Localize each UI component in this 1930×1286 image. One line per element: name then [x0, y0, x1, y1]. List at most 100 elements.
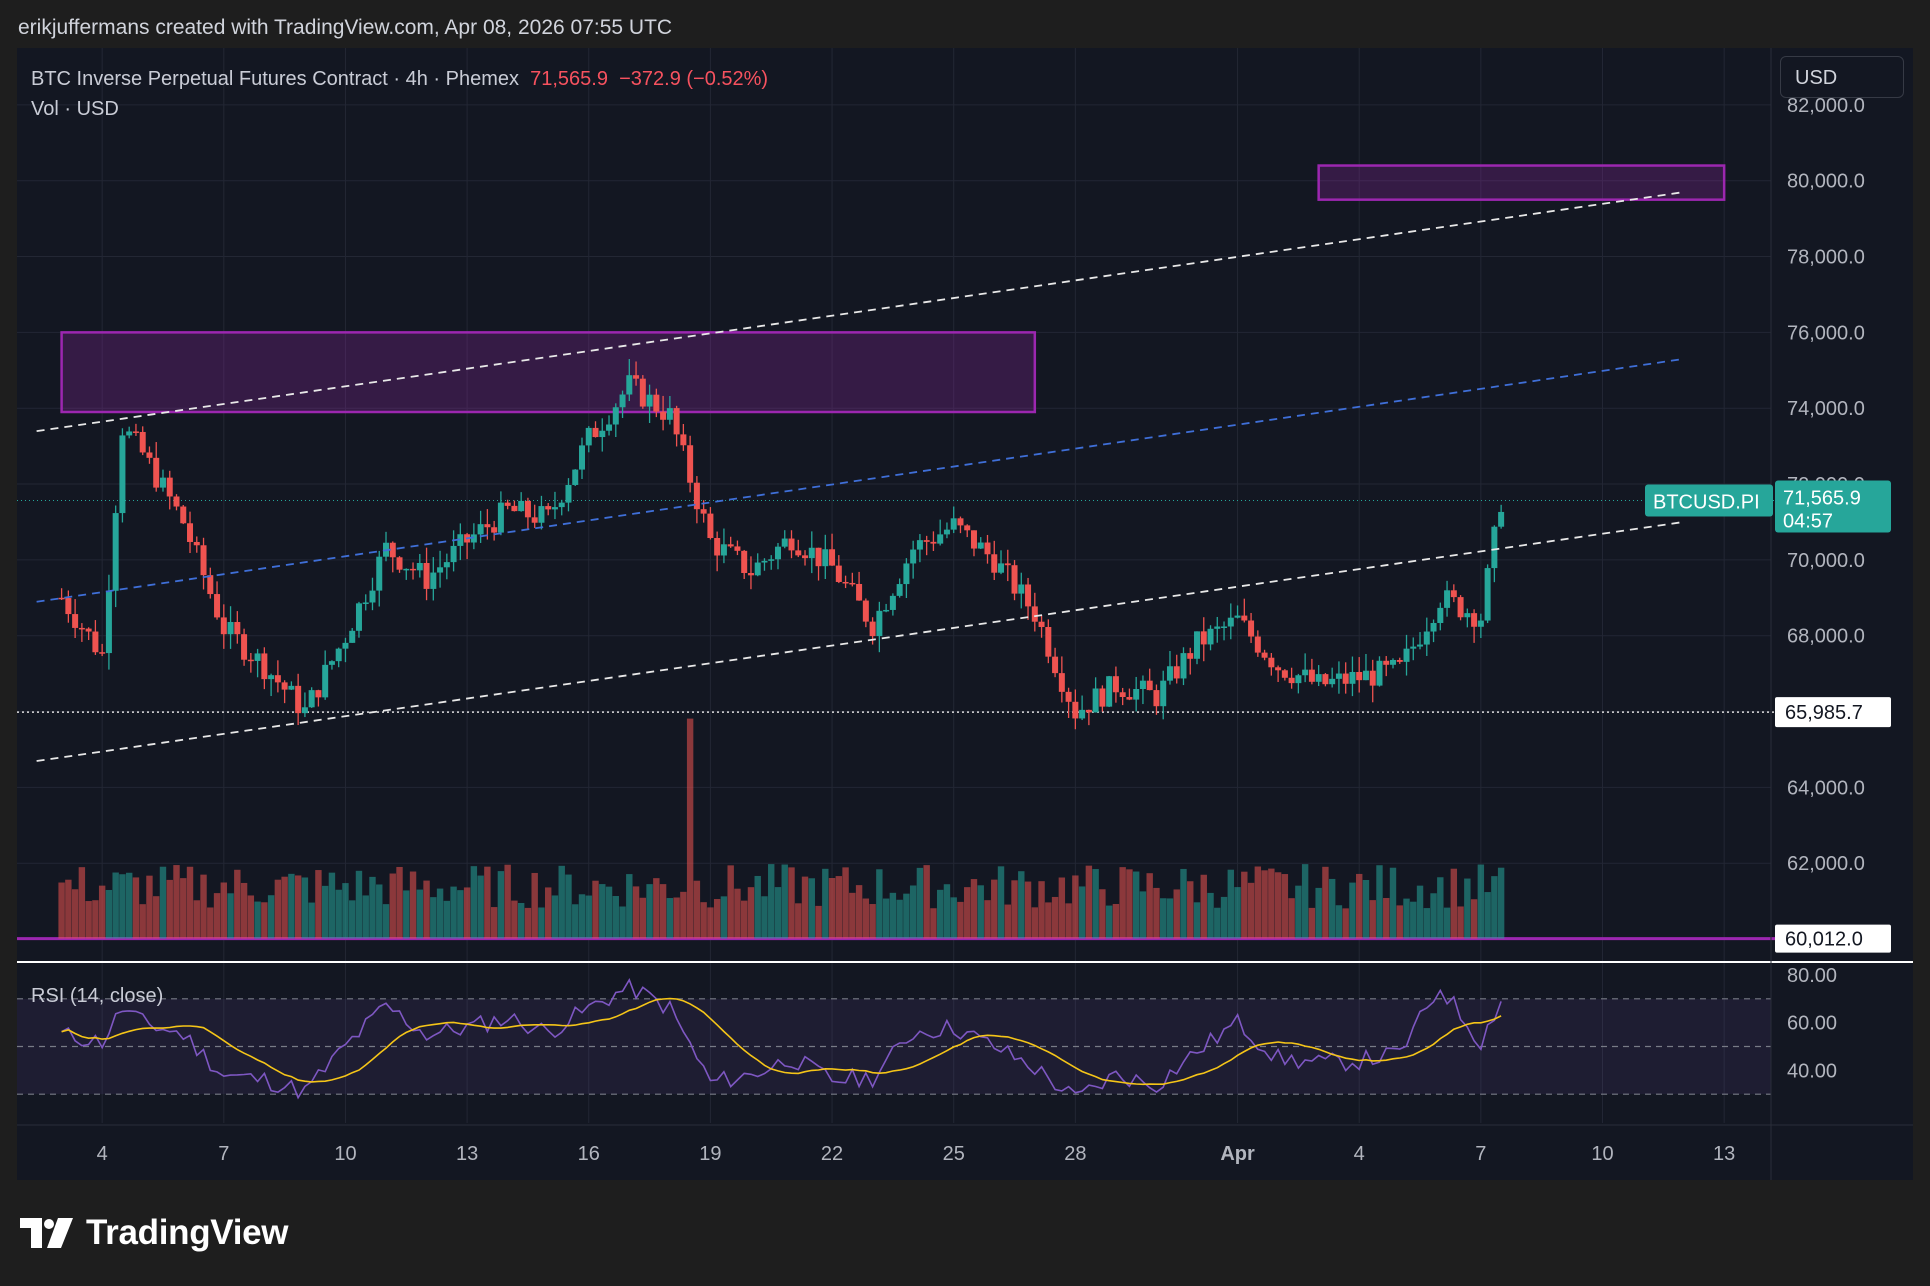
candle-body — [274, 675, 281, 683]
volume-bar — [1450, 868, 1458, 939]
author-credit: erikjuffermans created with TradingView.… — [18, 16, 673, 39]
time-tick-label: 13 — [456, 1143, 478, 1165]
level-badge — [1775, 697, 1891, 728]
volume-bar — [828, 877, 836, 939]
candle-body — [727, 544, 734, 547]
candle-body — [565, 484, 572, 503]
candle-body — [660, 411, 667, 420]
candle-body — [862, 600, 869, 622]
candle-body — [977, 542, 984, 549]
candle-body — [1430, 622, 1437, 632]
volume-bar — [1356, 873, 1363, 939]
volume-bar — [105, 889, 113, 939]
legend-symbol[interactable]: BTC Inverse Perpetual Futures Contract ·… — [31, 68, 519, 90]
tradingview-logo: TradingView — [20, 1213, 289, 1253]
volume-bar — [389, 873, 396, 939]
candle-body — [1214, 626, 1221, 629]
candle-body — [85, 628, 92, 632]
candle-body — [923, 540, 930, 542]
price-tick-label: 64,000.0 — [1787, 777, 1865, 799]
chart-canvas[interactable]: 82,000.0 80,000.0 78,000.0 76,000.0 74,000.0… — [17, 48, 1913, 1180]
price-tick-label: 78,000.0 — [1787, 247, 1865, 269]
candle-body — [403, 568, 410, 571]
volume-bar — [1024, 881, 1032, 939]
volume-bar — [801, 876, 809, 939]
last-price-text: 71,565.9 — [1783, 488, 1861, 510]
candle-body — [1248, 620, 1255, 637]
volume-bar — [220, 882, 228, 939]
candle-body — [1417, 644, 1424, 647]
candle-body — [1268, 657, 1275, 668]
candle-body — [768, 559, 775, 561]
legend-volume-label[interactable]: Vol · USD — [31, 98, 119, 120]
candle-body — [673, 408, 680, 435]
volume-bar — [450, 886, 457, 939]
candle-body — [389, 542, 396, 558]
volume-bar — [1457, 906, 1464, 939]
volume-bar — [592, 880, 599, 939]
candle-body — [355, 603, 362, 631]
volume-bar — [747, 887, 755, 939]
volume-bar — [180, 878, 187, 939]
candle-body — [950, 518, 957, 530]
volume-bar — [1288, 898, 1295, 939]
candle-body — [910, 549, 917, 564]
chart-legend[interactable]: BTC Inverse Perpetual Futures Contract ·… — [31, 64, 768, 124]
volume-bar — [1335, 905, 1343, 939]
volume-bar — [436, 888, 444, 939]
volume-bar — [1362, 880, 1370, 939]
volume-bar — [308, 902, 315, 939]
volume-bar — [463, 887, 471, 939]
legend-change: −372.9 (−0.52%) — [619, 68, 769, 90]
volume-bar — [58, 882, 65, 939]
candle-body — [187, 523, 194, 542]
time-tick-label: 10 — [334, 1143, 356, 1165]
volume-bar — [1234, 887, 1241, 939]
volume-bar — [700, 902, 707, 939]
rsi-indicator-label[interactable]: RSI (14, close) — [31, 985, 164, 1007]
candle-body — [470, 534, 477, 543]
candle-body — [1200, 631, 1207, 645]
volume-bar — [71, 889, 79, 939]
volume-bar — [1031, 907, 1039, 939]
price-tick-label: 82,000.0 — [1787, 95, 1865, 117]
volume-bar — [254, 901, 261, 939]
candle-body — [599, 430, 606, 438]
candle-body — [1119, 692, 1126, 698]
candle-body — [1072, 701, 1079, 719]
candle-body — [1085, 709, 1092, 713]
volume-bar — [896, 899, 903, 939]
candle-body — [747, 572, 754, 576]
candle-body — [119, 435, 126, 514]
volume-bar — [1072, 875, 1079, 939]
volume-bar — [957, 901, 964, 939]
currency-button[interactable]: USD — [1780, 56, 1904, 98]
candle-body — [531, 517, 538, 523]
candle-body — [876, 610, 883, 637]
volume-bar — [977, 885, 984, 939]
volume-bar — [862, 898, 870, 939]
chart-area[interactable]: 82,000.0 80,000.0 78,000.0 76,000.0 74,000.0… — [17, 48, 1913, 1180]
candle-body — [1410, 646, 1417, 649]
price-tick-label: 76,000.0 — [1787, 322, 1865, 344]
volume-bar — [686, 718, 694, 939]
candle-body — [1342, 673, 1349, 684]
candle-body — [234, 622, 241, 635]
volume-bar — [734, 888, 741, 939]
volume-bar — [646, 884, 653, 939]
candle-body — [335, 648, 342, 662]
price-tick-label: 80,000.0 — [1787, 171, 1865, 193]
volume-bar — [1099, 889, 1106, 939]
candle-body — [984, 542, 991, 555]
candle-body — [991, 554, 998, 573]
volume-bar — [538, 907, 545, 939]
candle-body — [322, 664, 329, 698]
volume-bar — [1038, 881, 1045, 939]
volume-bar — [740, 900, 748, 939]
candle-body — [707, 513, 714, 538]
volume-bar — [65, 879, 72, 939]
volume-bar — [950, 897, 957, 939]
candle-body — [700, 509, 707, 514]
candle-body — [1038, 621, 1045, 627]
candle-body — [159, 477, 166, 488]
